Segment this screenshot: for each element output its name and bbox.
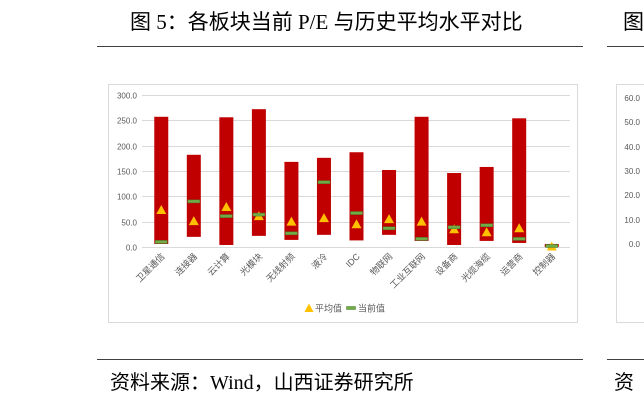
current-marker bbox=[382, 226, 396, 231]
y-tick-label: 200.0 bbox=[117, 143, 138, 152]
x-axis-label: 卫星通信 bbox=[133, 251, 166, 284]
average-marker bbox=[351, 219, 362, 229]
range-bars bbox=[154, 109, 559, 247]
current-marker bbox=[545, 244, 558, 248]
pe-comparison-chart: 0.0 50.0 100.0 150.0 200.0 250.0 300.0 卫星通信 连接器… bbox=[117, 92, 570, 314]
x-axis-label: 液冷 bbox=[309, 251, 330, 272]
average-marker bbox=[156, 205, 167, 215]
next-figure-y-tick-label: 50.0 bbox=[624, 118, 640, 128]
average-marker bbox=[221, 201, 232, 211]
current-marker bbox=[480, 223, 493, 227]
x-axis-label: 云计算 bbox=[205, 251, 232, 278]
range-bar bbox=[512, 118, 527, 243]
current-marker bbox=[350, 211, 363, 215]
x-axis-label: 连接器 bbox=[172, 251, 199, 278]
range-bar bbox=[479, 166, 494, 241]
next-figure-y-tick-label: 40.0 bbox=[624, 142, 640, 152]
current-marker bbox=[317, 180, 331, 184]
current-marker bbox=[220, 214, 233, 218]
average-marker bbox=[416, 216, 427, 226]
y-tick-label: 0.0 bbox=[126, 244, 138, 253]
figure-source: 资料来源：Wind，山西证券研究所 bbox=[110, 372, 414, 394]
y-tick-label: 250.0 bbox=[117, 117, 138, 126]
figure-title: 图 5：各板块当前 P/E 与历史平均水平对比 bbox=[130, 10, 523, 34]
next-figure-y-tick-label: 0.0 bbox=[628, 240, 640, 249]
next-figure-y-tick-label: 20.0 bbox=[624, 191, 640, 201]
legend-average-label: 平均值 bbox=[315, 303, 342, 314]
legend-current-marker bbox=[346, 306, 356, 310]
average-marker bbox=[286, 216, 297, 226]
range-bar bbox=[447, 173, 462, 245]
legend-current-label: 当前值 bbox=[358, 303, 385, 314]
next-figure-y-tick-label: 60.0 bbox=[624, 94, 640, 103]
x-axis-label: 运营商 bbox=[498, 251, 525, 278]
current-markers bbox=[155, 180, 558, 248]
next-figure-chart-frame bbox=[616, 84, 644, 323]
average-marker bbox=[188, 216, 199, 226]
x-axis-label: 物联网 bbox=[368, 251, 395, 278]
x-axis-label: 无线射频 bbox=[264, 251, 297, 284]
x-axis-label: 光缆海缆 bbox=[459, 251, 492, 284]
y-tick-label: 150.0 bbox=[117, 168, 138, 177]
range-bar bbox=[154, 116, 169, 244]
x-axis-label: 工业互联网 bbox=[388, 251, 427, 290]
y-tick-label: 100.0 bbox=[117, 193, 138, 202]
title-rule bbox=[97, 46, 583, 47]
next-figure-title: 图 bbox=[623, 10, 644, 34]
range-bar bbox=[382, 169, 397, 235]
next-figure-title-rule bbox=[607, 46, 644, 47]
current-marker bbox=[285, 231, 298, 236]
average-marker bbox=[514, 223, 525, 233]
y-axis-ticks: 0.0 50.0 100.0 150.0 200.0 250.0 300.0 bbox=[117, 92, 138, 253]
current-marker bbox=[447, 225, 461, 229]
current-marker bbox=[155, 240, 168, 244]
source-rule bbox=[97, 359, 583, 360]
y-tick-label: 300.0 bbox=[117, 92, 138, 101]
y-tick-label: 50.0 bbox=[121, 219, 137, 228]
next-figure-y-tick-label: 10.0 bbox=[624, 215, 640, 225]
chart-frame: 0.0 50.0 100.0 150.0 200.0 250.0 300.0 卫星通信 连接器… bbox=[108, 84, 578, 323]
legend: 平均值 当前值 bbox=[304, 303, 385, 314]
range-bar bbox=[284, 161, 299, 240]
range-bar bbox=[251, 109, 266, 236]
average-marker bbox=[384, 214, 395, 224]
average-marker bbox=[481, 227, 492, 237]
legend-average-marker bbox=[304, 303, 314, 312]
next-figure-y-tick-label: 30.0 bbox=[624, 167, 640, 176]
next-figure-source: 资 bbox=[614, 372, 634, 394]
x-axis-label: 光模块 bbox=[237, 251, 264, 278]
x-axis-label: 设备商 bbox=[433, 251, 460, 278]
range-bar bbox=[219, 117, 234, 245]
current-marker bbox=[512, 237, 526, 241]
current-marker bbox=[415, 237, 428, 241]
range-bar bbox=[316, 157, 331, 235]
average-marker bbox=[318, 213, 329, 223]
range-bar bbox=[414, 116, 429, 241]
x-axis-label: 控制器 bbox=[530, 251, 557, 278]
current-marker bbox=[187, 199, 201, 204]
current-marker bbox=[252, 212, 266, 217]
x-axis-label: IDC bbox=[344, 251, 362, 269]
range-bar bbox=[349, 152, 364, 241]
range-bar bbox=[186, 154, 201, 237]
next-figure-source-rule bbox=[607, 359, 644, 360]
